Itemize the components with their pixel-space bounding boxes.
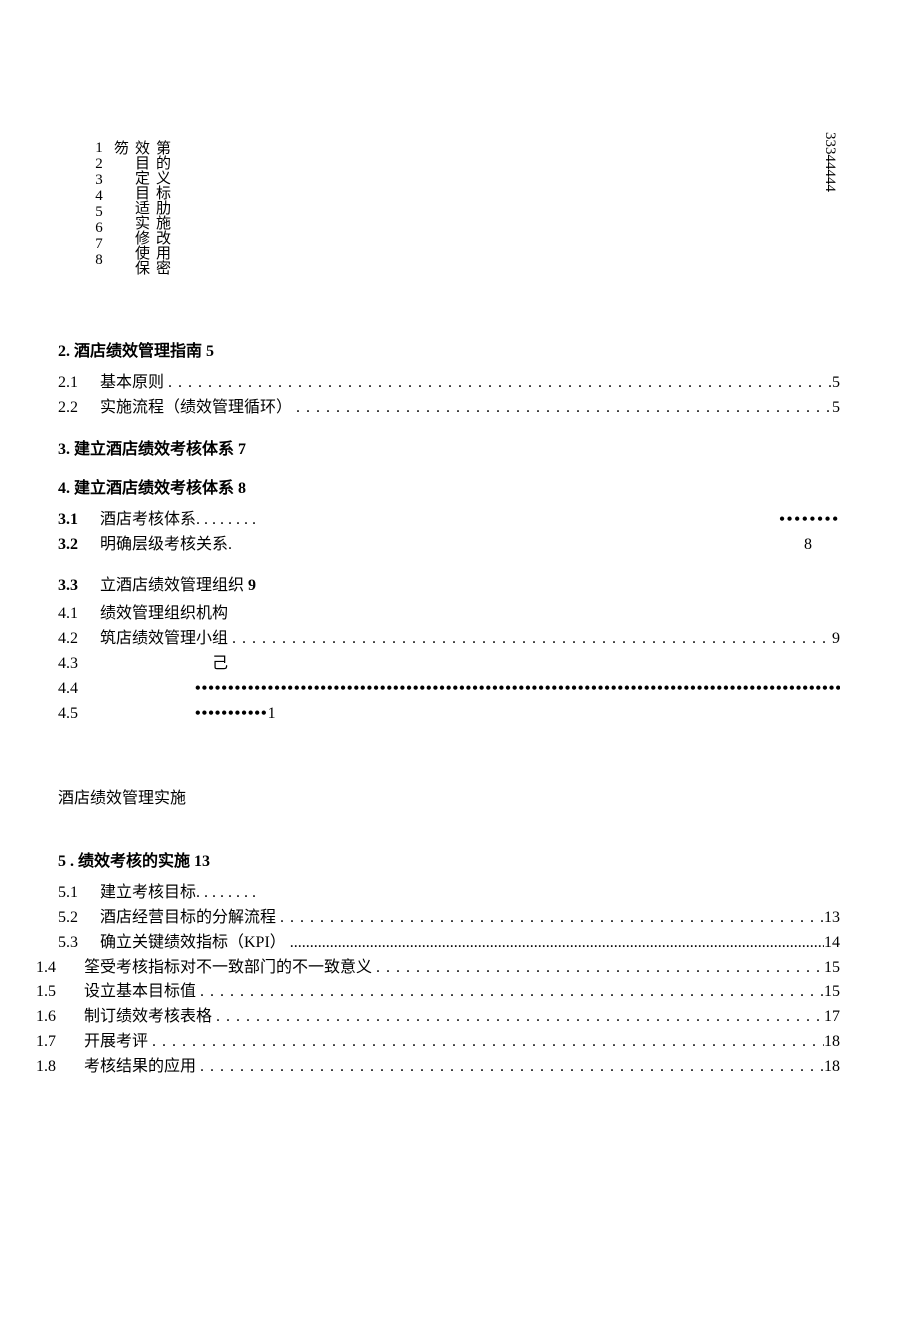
toc-page: 9 — [832, 627, 840, 652]
toc-row-1-4: 1.4 筌受考核指标对不一致部门的不一致意义 . . . . . . . . .… — [36, 956, 840, 981]
toc-title: 基本原则 — [100, 371, 164, 396]
toc-row-3-3: 3.3 立酒店绩效管理组织 9 — [58, 574, 840, 599]
toc-num: 1.7 — [36, 1030, 84, 1055]
toc-dots: ........................................… — [286, 931, 824, 956]
toc-page: 13 — [824, 906, 840, 931]
toc-heading-4: 4. 建立酒店绩效考核体系 8 — [58, 477, 840, 502]
toc-dots: . . . . . . . . . . . . . . . . . . . . … — [276, 906, 824, 931]
toc-page: 8 — [804, 533, 840, 558]
toc-row-4-1: 4.1 绩效管理组织机构 — [58, 602, 840, 627]
toc-row-2-1: 2.1 基本原则 . . . . . . . . . . . . . . . .… — [58, 371, 840, 396]
toc-page: 15 — [824, 980, 840, 1005]
toc-heading-5: 5 . 绩效考核的实施 13 — [58, 850, 840, 875]
toc-dots: . . . . . . . . . . . . . . . . . . . . … — [196, 980, 824, 1005]
toc-title: 立酒店绩效管理组织 9 — [100, 574, 256, 599]
vcol-1: 第的义标肋施改用密 — [151, 140, 172, 275]
toc-glyph: 己 — [212, 652, 228, 677]
toc-row-4-4: 4.4 ••••••••••••••••••••••••••••••••••••… — [58, 677, 840, 702]
toc-num: 4.2 — [58, 627, 100, 652]
toc-row-4-3: 4.3 己 — [58, 652, 840, 677]
toc-dots: . . . . . . . . . . . . . . . . . . . . … — [196, 1055, 824, 1080]
toc-page: 18 — [824, 1030, 840, 1055]
toc-num: 1.5 — [36, 980, 84, 1005]
toc-num: 3.2 — [58, 533, 100, 558]
toc-num: 2.1 — [58, 371, 100, 396]
toc-num: 1.4 — [36, 956, 84, 981]
vertical-page-numbers: 33344444 — [821, 132, 838, 192]
toc-row-5-3: 5.3 确立关键绩效指标（KPI） ......................… — [58, 931, 840, 956]
toc-row-4-5: 4.5 ••••••••••• 1 — [58, 702, 840, 727]
toc-title: 实施流程（绩效管理循环） — [100, 396, 292, 421]
toc-num: 1.6 — [36, 1005, 84, 1030]
toc-row-3-1: 3.1 酒店考核体系. . . . . . . . •••••••• — [58, 508, 840, 533]
toc-row-1-7: 1.7 开展考评 . . . . . . . . . . . . . . . .… — [36, 1030, 840, 1055]
toc-num: 5.2 — [58, 906, 100, 931]
toc-num: 4.4 — [58, 677, 100, 702]
toc-dots: . . . . . . . . . . . . . . . . . . . . … — [372, 956, 824, 981]
table-of-contents: 2. 酒店绩效管理指南 5 2.1 基本原则 . . . . . . . . .… — [58, 340, 840, 1080]
heading-text: 3. 建立酒店绩效考核体系 7 — [58, 438, 246, 463]
toc-page: 1 — [268, 702, 276, 727]
toc-row-2-2: 2.2 实施流程（绩效管理循环） . . . . . . . . . . . .… — [58, 396, 840, 421]
toc-trail: •••••••• — [256, 508, 840, 533]
toc-dots: . . . . . . . . . . . . . . . . . . . . … — [292, 396, 832, 421]
toc-page: 5 — [832, 371, 840, 396]
toc-dots: . . . . . . . . . . . . . . . . . . . . … — [148, 1030, 824, 1055]
toc-dots: . . . . . . . . . . . . . . . . . . . . … — [212, 1005, 824, 1030]
toc-row-1-8: 1.8 考核结果的应用 . . . . . . . . . . . . . . … — [36, 1055, 840, 1080]
vcol-3: 笏 12345678 — [88, 140, 130, 295]
toc-title: 制订绩效考核表格 — [84, 1005, 212, 1030]
toc-row-1-6: 1.6 制订绩效考核表格 . . . . . . . . . . . . . .… — [36, 1005, 840, 1030]
toc-num: 4.3 — [58, 652, 100, 677]
heading-text: 4. 建立酒店绩效考核体系 8 — [58, 477, 246, 502]
toc-num: 2.2 — [58, 396, 100, 421]
toc-page: 17 — [824, 1005, 840, 1030]
heading-text: 2. 酒店绩效管理指南 5 — [58, 340, 214, 365]
toc-num: 4.1 — [58, 602, 100, 627]
vcol-2: 效目定目适实修使保 — [130, 140, 151, 275]
toc-num: 1.8 — [36, 1055, 84, 1080]
toc-page: 18 — [824, 1055, 840, 1080]
toc-title: 开展考评 — [84, 1030, 148, 1055]
toc-title: 酒店经营目标的分解流程 — [100, 906, 276, 931]
toc-row-3-2: 3.2 明确层级考核关系. 8 — [58, 533, 840, 558]
toc-title: 确立关键绩效指标（KPI） — [100, 931, 286, 956]
toc-title: 筌受考核指标对不一致部门的不一致意义 — [84, 956, 372, 981]
toc-num: 3.1 — [58, 508, 100, 533]
section-label: 酒店绩效管理实施 — [58, 784, 840, 808]
toc-heading-2: 2. 酒店绩效管理指南 5 — [58, 340, 840, 365]
toc-row-1-5: 1.5 设立基本目标值 . . . . . . . . . . . . . . … — [36, 980, 840, 1005]
toc-num: 4.5 — [58, 702, 100, 727]
vertical-text-left: 第的义标肋施改用密 效目定目适实修使保 笏 12345678 — [88, 140, 172, 295]
toc-trail: ••••••••••• — [195, 702, 268, 727]
toc-heading-3: 3. 建立酒店绩效考核体系 7 — [58, 438, 840, 463]
toc-dots-heavy: ••••••••••••••••••••••••••••••••••••••••… — [195, 677, 840, 702]
toc-title: 筑店绩效管理小组 — [100, 627, 228, 652]
toc-num: 3.3 — [58, 574, 100, 599]
toc-page: 5 — [832, 396, 840, 421]
toc-title: 建立考核目标. . . . . . . . — [100, 881, 256, 906]
toc-num: 5.1 — [58, 881, 100, 906]
toc-title: 绩效管理组织机构 — [100, 602, 228, 627]
heading-text: 5 . 绩效考核的实施 13 — [58, 850, 210, 875]
toc-page: 15 — [824, 956, 840, 981]
toc-title: 考核结果的应用 — [84, 1055, 196, 1080]
toc-row-5-1: 5.1 建立考核目标. . . . . . . . — [58, 881, 840, 906]
toc-title: 设立基本目标值 — [84, 980, 196, 1005]
toc-row-5-2: 5.2 酒店经营目标的分解流程 . . . . . . . . . . . . … — [58, 906, 840, 931]
toc-num: 5.3 — [58, 931, 100, 956]
toc-title: 明确层级考核关系. — [100, 533, 232, 558]
toc-dots: . . . . . . . . . . . . . . . . . . . . … — [228, 627, 832, 652]
toc-page: 14 — [824, 931, 840, 956]
toc-row-4-2: 4.2 筑店绩效管理小组 . . . . . . . . . . . . . .… — [58, 627, 840, 652]
toc-title: 酒店考核体系. . . . . . . . — [100, 508, 256, 533]
toc-dots: . . . . . . . . . . . . . . . . . . . . … — [164, 371, 832, 396]
